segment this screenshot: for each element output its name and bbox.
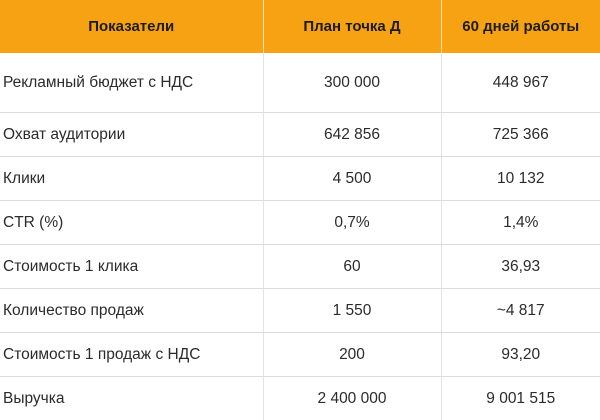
actual-value: 725 366	[441, 113, 600, 157]
table-row: Рекламный бюджет с НДС 300 000 448 967	[0, 53, 600, 113]
metric-label: Выручка	[0, 377, 263, 420]
metric-label: Стоимость 1 продаж с НДС	[0, 333, 263, 377]
actual-value: 9 001 515	[441, 377, 600, 420]
plan-value: 1 550	[263, 289, 441, 333]
actual-value: 36,93	[441, 245, 600, 289]
table-row: Количество продаж 1 550 ~4 817	[0, 289, 600, 333]
plan-value: 642 856	[263, 113, 441, 157]
metric-label: Количество продаж	[0, 289, 263, 333]
actual-value: ~4 817	[441, 289, 600, 333]
header-row: Показатели План точка Д 60 дней работы	[0, 0, 600, 53]
plan-value: 2 400 000	[263, 377, 441, 420]
table-row: Стоимость 1 продаж с НДС 200 93,20	[0, 333, 600, 377]
table-row: Клики 4 500 10 132	[0, 157, 600, 201]
table-row: Выручка 2 400 000 9 001 515	[0, 377, 600, 420]
actual-value: 448 967	[441, 53, 600, 113]
header-plan: План точка Д	[263, 0, 441, 53]
header-metrics: Показатели	[0, 0, 263, 53]
plan-value: 0,7%	[263, 201, 441, 245]
actual-value: 1,4%	[441, 201, 600, 245]
table-header: Показатели План точка Д 60 дней работы	[0, 0, 600, 53]
actual-value: 93,20	[441, 333, 600, 377]
table-row: CTR (%) 0,7% 1,4%	[0, 201, 600, 245]
metric-label: CTR (%)	[0, 201, 263, 245]
plan-value: 200	[263, 333, 441, 377]
metric-label: Рекламный бюджет с НДС	[0, 53, 263, 113]
metric-label: Стоимость 1 клика	[0, 245, 263, 289]
table-row: Стоимость 1 клика 60 36,93	[0, 245, 600, 289]
table-row: Охват аудитории 642 856 725 366	[0, 113, 600, 157]
header-60-days: 60 дней работы	[441, 0, 600, 53]
table-body: Рекламный бюджет с НДС 300 000 448 967 О…	[0, 53, 600, 420]
actual-value: 10 132	[441, 157, 600, 201]
metric-label: Охват аудитории	[0, 113, 263, 157]
plan-value: 300 000	[263, 53, 441, 113]
plan-value: 4 500	[263, 157, 441, 201]
plan-value: 60	[263, 245, 441, 289]
metric-label: Клики	[0, 157, 263, 201]
